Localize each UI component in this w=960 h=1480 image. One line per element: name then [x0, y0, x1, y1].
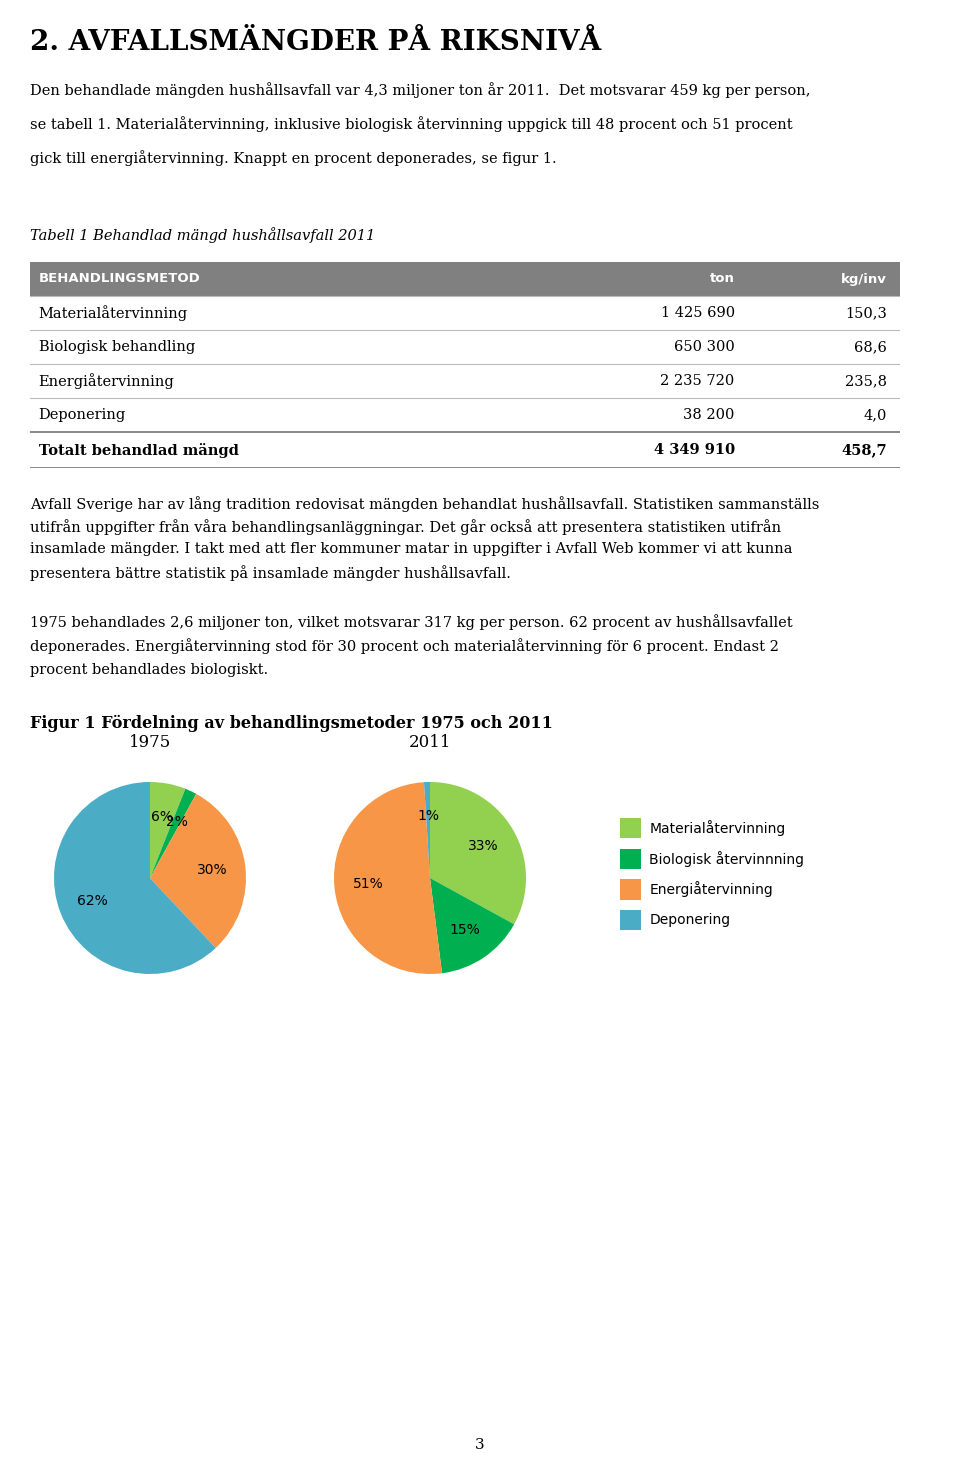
Text: se tabell 1. Materialåtervinning, inklusive biologisk återvinning uppgick till 4: se tabell 1. Materialåtervinning, inklus…	[30, 115, 793, 132]
Bar	[620, 910, 641, 931]
Text: 650 300: 650 300	[674, 340, 734, 354]
Text: Totalt behandlad mängd: Totalt behandlad mängd	[38, 443, 239, 457]
Text: presentera bättre statistik på insamlade mängder hushållsavfall.: presentera bättre statistik på insamlade…	[30, 565, 511, 580]
Text: Avfall Sverige har av lång tradition redovisat mängden behandlat hushållsavfall.: Avfall Sverige har av lång tradition red…	[30, 496, 820, 512]
Bar	[620, 818, 641, 838]
Text: Deponering: Deponering	[649, 913, 731, 926]
Bar	[620, 848, 641, 869]
Text: Energiåtervinning: Energiåtervinning	[649, 882, 773, 897]
Wedge shape	[424, 781, 430, 878]
Text: 2. AVFALLSMÄNGDER PÅ RIKSNIVÅ: 2. AVFALLSMÄNGDER PÅ RIKSNIVÅ	[30, 28, 601, 55]
Text: 1 425 690: 1 425 690	[660, 306, 734, 320]
Text: gick till energiåtervinning. Knappt en procent deponerades, se figur 1.: gick till energiåtervinning. Knappt en p…	[30, 149, 557, 166]
Bar	[620, 879, 641, 900]
Text: deponerades. Energiåtervinning stod för 30 procent och materialåtervinning för 6: deponerades. Energiåtervinning stod för …	[30, 638, 779, 654]
Text: 2 235 720: 2 235 720	[660, 374, 734, 388]
Text: Energiåtervinning: Energiåtervinning	[38, 373, 175, 389]
Text: 4 349 910: 4 349 910	[654, 443, 734, 457]
Text: Den behandlade mängden hushållsavfall var 4,3 miljoner ton år 2011.  Det motsvar: Den behandlade mängden hushållsavfall va…	[30, 81, 810, 98]
Text: 15%: 15%	[449, 922, 480, 937]
Text: Figur 1 Fördelning av behandlingsmetoder 1975 och 2011: Figur 1 Fördelning av behandlingsmetoder…	[30, 715, 553, 731]
Text: ton: ton	[709, 272, 734, 286]
Text: Biologisk behandling: Biologisk behandling	[38, 340, 195, 354]
Text: 68,6: 68,6	[854, 340, 887, 354]
Text: 4,0: 4,0	[864, 408, 887, 422]
Text: 150,3: 150,3	[845, 306, 887, 320]
Text: Biologisk återvinnning: Biologisk återvinnning	[649, 851, 804, 867]
Text: kg/inv: kg/inv	[841, 272, 887, 286]
Text: 6%: 6%	[151, 810, 173, 824]
Bar	[30, 262, 900, 296]
Title: 1975: 1975	[129, 734, 171, 750]
Text: 38 200: 38 200	[684, 408, 734, 422]
Text: Deponering: Deponering	[38, 408, 126, 422]
Text: 1%: 1%	[417, 808, 439, 823]
Text: 62%: 62%	[77, 894, 108, 907]
Title: 2011: 2011	[409, 734, 451, 750]
Text: Materialåtervinning: Materialåtervinning	[38, 305, 188, 321]
Text: 30%: 30%	[197, 863, 228, 878]
Wedge shape	[150, 793, 246, 949]
Text: 1975 behandlades 2,6 miljoner ton, vilket motsvarar 317 kg per person. 62 procen: 1975 behandlades 2,6 miljoner ton, vilke…	[30, 614, 793, 630]
Wedge shape	[150, 789, 196, 878]
Wedge shape	[150, 781, 185, 878]
Text: 458,7: 458,7	[841, 443, 887, 457]
Text: 33%: 33%	[468, 839, 499, 854]
Wedge shape	[430, 878, 515, 974]
Text: insamlade mängder. I takt med att fler kommuner matar in uppgifter i Avfall Web : insamlade mängder. I takt med att fler k…	[30, 542, 793, 556]
Text: BEHANDLINGSMETOD: BEHANDLINGSMETOD	[38, 272, 201, 286]
Text: Materialåtervinning: Materialåtervinning	[649, 820, 785, 836]
Text: 3: 3	[475, 1439, 485, 1452]
Text: utifrån uppgifter från våra behandlingsanläggningar. Det går också att presenter: utifrån uppgifter från våra behandlingsa…	[30, 519, 781, 534]
Text: Tabell 1 Behandlad mängd hushållsavfall 2011: Tabell 1 Behandlad mängd hushållsavfall …	[30, 226, 375, 243]
Text: 235,8: 235,8	[845, 374, 887, 388]
Text: 2%: 2%	[166, 814, 187, 829]
Wedge shape	[430, 781, 526, 924]
Wedge shape	[54, 781, 216, 974]
Wedge shape	[334, 783, 442, 974]
Text: 51%: 51%	[352, 876, 383, 891]
Text: procent behandlades biologiskt.: procent behandlades biologiskt.	[30, 663, 268, 676]
